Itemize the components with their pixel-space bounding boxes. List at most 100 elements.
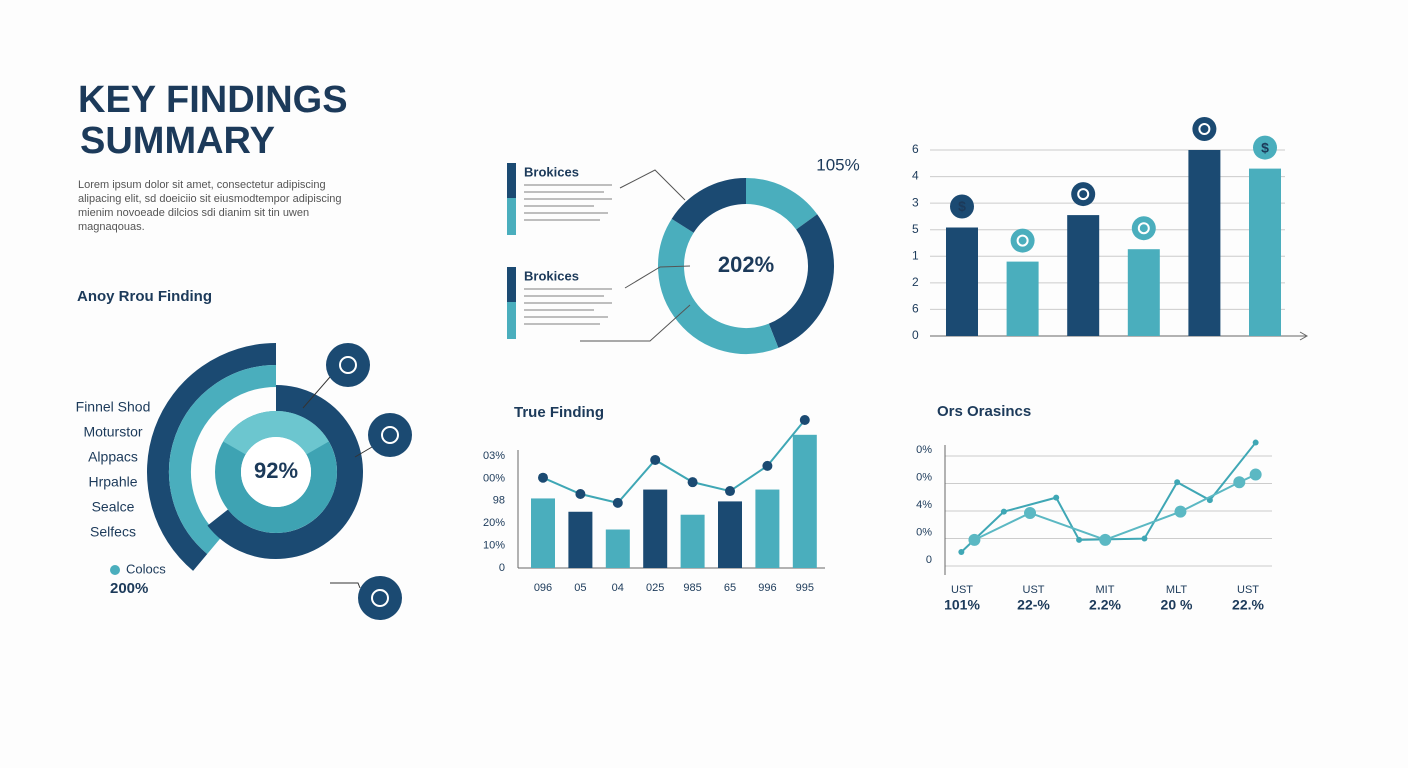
icon-label: $ (958, 198, 966, 214)
connector (330, 582, 361, 589)
line-point (538, 472, 548, 483)
line-point (612, 497, 623, 508)
connector (624, 265, 691, 289)
axis-arrow (1299, 331, 1309, 341)
icon (950, 194, 974, 219)
y-tick-label: 10% (483, 540, 505, 552)
ring (147, 343, 277, 571)
y-tick-label: 98 (493, 495, 505, 507)
title: SUMMARY (80, 120, 275, 162)
donut-segment (658, 218, 779, 354)
legend-value: 200% (110, 580, 148, 597)
label: Alppacs (88, 449, 138, 465)
icon (1131, 216, 1156, 241)
bar (643, 489, 668, 568)
icon (358, 576, 402, 620)
y-tick-label: 5 (912, 222, 919, 236)
value-label: 22.% (1232, 597, 1264, 613)
line-point (1174, 479, 1181, 486)
item-bar (507, 267, 516, 302)
line-point (1099, 533, 1112, 546)
line-point (1249, 468, 1262, 481)
section-title: Anoy Rrou Finding (77, 288, 212, 305)
y-tick-label: 20% (483, 517, 505, 529)
x-tick-label: MLT (1166, 584, 1187, 596)
icon-glyph (381, 426, 399, 444)
ring (169, 365, 277, 554)
bar (718, 501, 742, 568)
item-bar (507, 302, 516, 339)
bar (946, 227, 978, 336)
y-tick-label: 0 (499, 562, 505, 574)
body-text: alipacing elit, sd doeiciio sit eiusmodt… (78, 193, 342, 205)
item-bar (507, 163, 516, 198)
y-tick-label: 0 (912, 328, 919, 342)
icon-glyph (371, 589, 389, 607)
icon-glyph (1198, 123, 1211, 135)
line-point (968, 533, 981, 546)
icon-glyph (1137, 222, 1150, 235)
line-point (958, 549, 965, 555)
icon (1071, 182, 1096, 207)
body-text: mienim novoeade dilcios sdi dianim sit t… (78, 207, 309, 219)
label: Selfecs (90, 524, 136, 540)
donut-segment (671, 178, 747, 234)
label: Hrpahle (88, 474, 137, 490)
y-tick-label: 0% (916, 471, 932, 483)
corner-label: 105% (816, 155, 859, 174)
title: KEY FINDINGS (78, 79, 348, 121)
item-title: Brokices (524, 164, 579, 179)
y-tick-label: 2 (912, 275, 919, 289)
x-tick-label: 995 (796, 582, 814, 594)
y-tick-label: 0% (916, 444, 932, 456)
connector (302, 376, 331, 409)
y-tick-label: 6 (912, 302, 919, 316)
line-point (1024, 506, 1037, 519)
bar (1127, 249, 1160, 336)
y-tick-label: 4% (916, 499, 932, 511)
x-tick-label: 025 (646, 582, 664, 594)
bar (1006, 261, 1039, 336)
center-label: 202% (718, 252, 774, 277)
icon-glyph (1016, 234, 1029, 247)
ring (207, 385, 363, 559)
y-tick-label: 0 (926, 554, 932, 566)
line-point (1174, 505, 1187, 518)
line (542, 419, 806, 504)
value-label: 2.2% (1089, 597, 1121, 613)
x-tick-label: UST (1023, 584, 1045, 596)
y-tick-label: 0% (916, 526, 932, 538)
line-point (1053, 494, 1060, 501)
line (960, 441, 1257, 553)
value-label: 22-% (1017, 597, 1050, 613)
y-tick-label: 3 (912, 195, 919, 209)
y-tick-label: 4 (912, 169, 919, 183)
x-tick-label: 05 (574, 582, 586, 594)
label: Moturstor (83, 424, 142, 440)
donut-segment (745, 178, 818, 230)
item-bar (507, 198, 516, 235)
y-tick-label: 1 (912, 248, 919, 262)
icon-glyph (1077, 188, 1090, 201)
icon-label: $ (1261, 139, 1269, 155)
line-point (1252, 439, 1259, 446)
line-point (762, 460, 773, 471)
center (241, 437, 311, 507)
line-point (1233, 476, 1246, 489)
line-point (687, 477, 698, 488)
section-title: Ors Orasincs (937, 403, 1031, 420)
line (973, 473, 1257, 541)
bar (755, 489, 780, 568)
icon (1192, 117, 1217, 141)
legend: Colocs (126, 561, 166, 576)
y-tick-label: 00% (483, 472, 505, 484)
value-label: 101% (944, 597, 980, 613)
bar (568, 511, 593, 568)
line-point (575, 489, 586, 499)
x-tick-label: 096 (534, 582, 552, 594)
section-title: True Finding (514, 404, 604, 421)
bar (1067, 215, 1100, 336)
icon-glyph (339, 356, 357, 374)
bar (1188, 150, 1221, 336)
ring (223, 411, 329, 456)
